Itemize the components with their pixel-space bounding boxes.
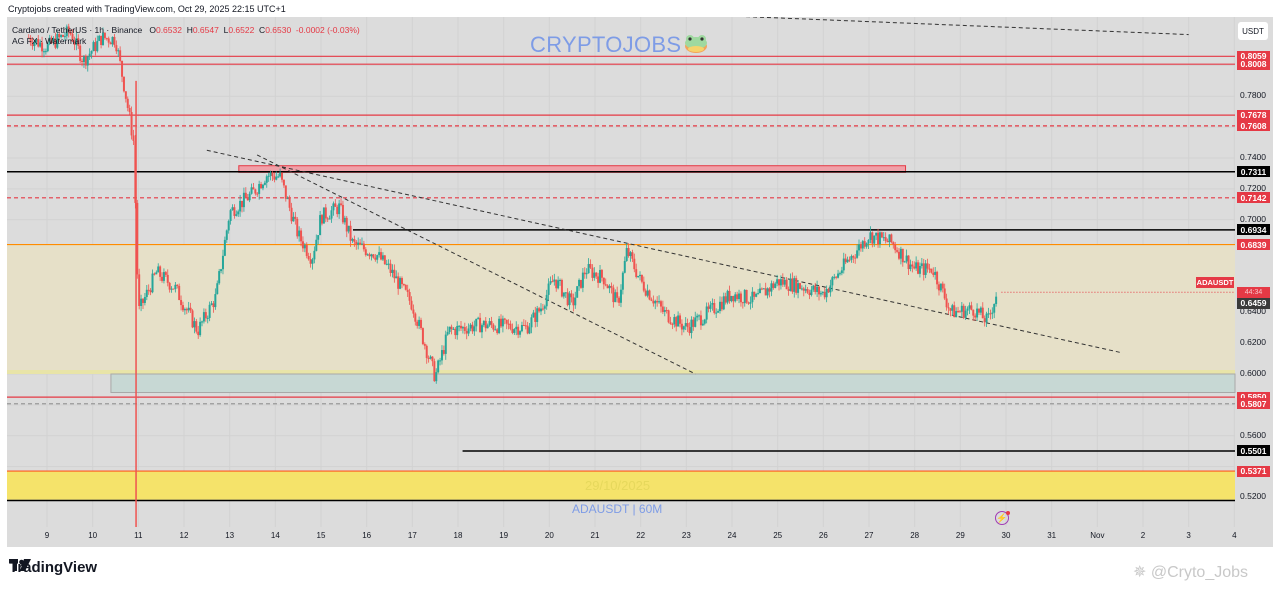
price-level-label: 0.8059 [1237,50,1270,62]
watermark-symbol: ADAUSDT | 60M [572,502,663,516]
time-tick: 16 [362,531,372,540]
time-tick: 26 [818,531,828,540]
watermark-title: CRYPTOJOBS [530,32,682,57]
time-tick: 22 [636,531,646,540]
price-level-label: 0.8008 [1237,58,1270,70]
time-tick: 24 [727,531,737,540]
price-level-label: 0.7678 [1237,109,1270,121]
time-tick: 4 [1232,531,1237,540]
high-value: 0.6547 [192,25,219,35]
symbol-price-tag: ADAUSDT [1196,277,1234,288]
attribution-text: @Cryto_Jobs [1150,564,1249,581]
time-tick: 18 [453,531,463,540]
price-tick: 0.7200 [1240,182,1266,193]
price-tick: 0.7000 [1240,213,1266,224]
price-level-label: 0.5501 [1237,445,1270,457]
price-level-label: 0.7142 [1237,192,1270,204]
flash-alert-icon[interactable]: ⚡ [995,511,1010,525]
time-tick: 29 [955,531,965,540]
watermark-date: 29/10/2025 [585,478,651,493]
time-tick: 14 [270,531,280,540]
currency-button[interactable]: USDT [1238,22,1268,40]
time-tick: 28 [910,531,920,540]
price-tick: 0.7400 [1240,152,1266,162]
price-tick: 0.5600 [1240,429,1266,440]
frog-icon [685,35,707,53]
tradingview-logo[interactable]: TradingView [9,559,97,576]
time-tick: 21 [590,531,600,540]
price-level-label: 0.6459 [1237,297,1270,309]
price-tick: 0.6400 [1240,306,1266,317]
open-value: 0.6532 [155,25,182,35]
price-tick: 0.6200 [1240,337,1266,348]
time-tick: 30 [1001,531,1011,540]
price-level-label: 0.6934 [1237,224,1270,236]
time-tick: 15 [316,531,326,540]
time-tick: 19 [499,531,509,540]
price-level-label: 0.7608 [1237,120,1270,132]
price-chart[interactable] [7,17,1273,547]
close-label: C [259,25,266,35]
time-tick: 13 [225,531,235,540]
tradingview-logo-icon [9,559,31,571]
time-tick: 17 [407,531,417,540]
time-tick: Nov [1090,531,1105,540]
time-tick: 27 [864,531,874,540]
chart-area[interactable] [7,17,1273,547]
price-tick: 0.6000 [1240,368,1266,378]
low-label: L [223,25,229,35]
time-tick: 25 [773,531,783,540]
bar-countdown: 44:34 [1237,287,1270,297]
price-level-label: 0.7311 [1237,166,1270,178]
time-tick: 3 [1186,531,1191,540]
author-attribution: ✵ @Cryto_Jobs [1133,564,1249,581]
indicator-legend[interactable]: AG FX · Watermark [12,36,87,46]
time-tick: 2 [1140,531,1146,540]
price-tick: 0.7800 [1240,90,1266,101]
price-level-label: 0.5371 [1237,465,1270,477]
time-tick: 31 [1047,531,1057,540]
time-tick: 9 [44,531,50,540]
price-level-label: 0.6839 [1237,239,1270,251]
low-value: 0.6522 [228,25,255,35]
tradingview-brand: TradingView [9,559,98,576]
ohlc-legend: Cardano / TetherUS · 1h · Binance O0.653… [12,25,360,35]
open-label: O [149,25,156,35]
symbol-title[interactable]: Cardano / TetherUS · 1h · Binance [12,25,143,35]
price-level-label: 0.5807 [1237,398,1270,410]
price-tick: 0.5200 [1240,491,1266,502]
time-tick: 10 [88,531,98,540]
change-value: -0.0002 (-0.03%) [295,25,360,35]
time-tick: 11 [134,531,143,540]
close-value: 0.6530 [265,25,292,35]
time-tick: 12 [179,531,189,540]
time-tick: 20 [544,531,554,540]
price-level-label: 0.5850 [1237,391,1270,403]
chart-caption: Cryptojobs created with TradingView.com,… [8,4,286,14]
high-label: H [186,25,193,35]
time-tick: 23 [681,531,691,540]
